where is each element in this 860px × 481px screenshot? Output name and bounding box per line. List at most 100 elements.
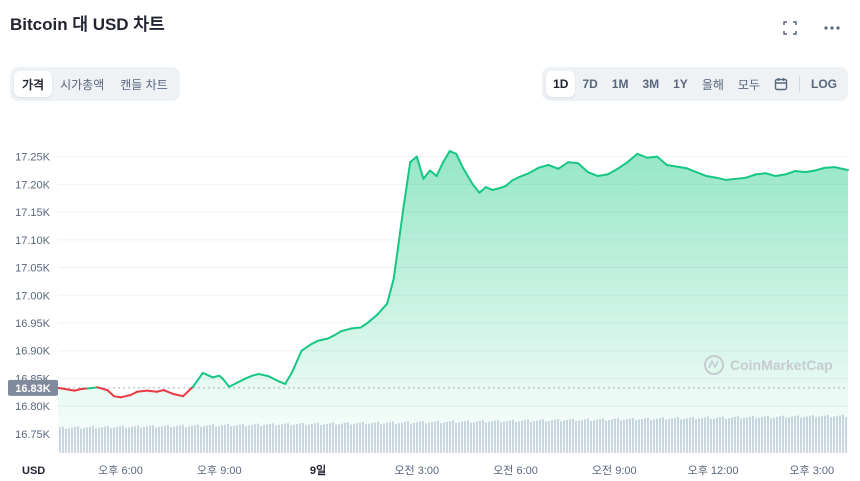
price-segment: [106, 389, 115, 398]
price-segment: [616, 161, 629, 170]
price-segment: [804, 169, 817, 174]
price-segment: [527, 166, 540, 175]
chart-type-tabs: 가격 시가총액 캔들 차트: [10, 67, 180, 101]
price-segment: [221, 377, 231, 388]
range-3m[interactable]: 3M: [642, 77, 660, 91]
price-segment: [814, 166, 826, 172]
price-segment: [478, 186, 487, 194]
x-tick-label: 오전 9:00: [592, 464, 637, 477]
price-segment: [491, 187, 501, 191]
y-tick-label: 17.25K: [15, 152, 51, 164]
price-segment: [284, 371, 293, 385]
price-segment: [66, 388, 76, 392]
price-segment: [794, 170, 807, 174]
y-tick-label: 16.90K: [15, 346, 51, 358]
tab-market-cap[interactable]: 시가총액: [60, 77, 105, 92]
coinmarketcap-logo-icon: [704, 355, 724, 375]
price-segment: [112, 395, 122, 399]
range-all[interactable]: 모두: [737, 77, 760, 92]
price-segment: [656, 155, 668, 166]
calendar-icon[interactable]: [767, 71, 795, 97]
price-tag: 16.83K: [8, 379, 58, 396]
price-segment: [547, 163, 560, 170]
range-7d[interactable]: 7D: [582, 77, 598, 91]
price-segment: [326, 334, 336, 340]
y-tick-label: 17.10K: [15, 235, 51, 247]
price-segment: [511, 176, 520, 182]
price-segment: [386, 277, 395, 305]
price-segment: [484, 186, 494, 191]
y-tick-label: 16.95K: [15, 318, 51, 330]
price-segment: [843, 168, 849, 171]
price-segment: [461, 166, 474, 186]
price-segment: [715, 176, 728, 181]
price-segment: [366, 313, 379, 324]
price-segment: [359, 322, 369, 329]
price-segment: [442, 150, 451, 164]
range-1y[interactable]: 1Y: [673, 77, 688, 91]
price-segment: [596, 173, 609, 178]
price-segment: [537, 163, 550, 169]
price-segment: [73, 387, 83, 392]
price-segment: [211, 374, 221, 379]
price-segment: [586, 171, 599, 178]
price-segment: [471, 183, 481, 194]
price-segment: [685, 167, 698, 174]
page-title: Bitcoin 대 USD 차트: [10, 15, 165, 34]
y-tick-label: 16.80K: [15, 401, 51, 413]
price-segment: [735, 176, 747, 180]
price-segment: [557, 161, 570, 170]
price-segment: [435, 161, 445, 178]
price-segment: [784, 170, 797, 176]
x-tick-label: 오후 6:00: [98, 464, 143, 477]
x-axis: USD 오후 6:00 오후 9:00 9일 오전 3:00 오전 6:00 오전 9:00…: [22, 463, 834, 477]
price-segment: [267, 375, 280, 383]
price-area: [58, 151, 848, 445]
price-segment: [606, 167, 619, 176]
price-segment: [636, 152, 649, 159]
price-segment: [392, 205, 405, 280]
log-toggle[interactable]: LOG: [811, 77, 837, 91]
price-segment: [448, 150, 458, 155]
price-segment: [136, 389, 148, 393]
tab-candle-chart[interactable]: 캔들 차트: [120, 77, 168, 92]
price-segment: [774, 173, 787, 178]
price-line: [57, 150, 849, 399]
price-segment: [172, 392, 185, 398]
top-icons: [780, 18, 842, 38]
more-icon[interactable]: [822, 18, 842, 38]
watermark-text: CoinMarketCap: [730, 357, 833, 373]
price-segment: [567, 161, 580, 165]
x-tick-label: 오전 3:00: [394, 464, 439, 477]
price-segment: [402, 161, 412, 208]
price-segment: [665, 163, 678, 168]
price-segment: [162, 389, 175, 395]
price-segment: [409, 155, 418, 164]
range-1m[interactable]: 1M: [611, 77, 629, 91]
price-segment: [376, 302, 389, 316]
price-segment: [251, 373, 260, 377]
y-tick-label: 17.20K: [15, 179, 51, 191]
x-tick-label: 오후 12:00: [688, 464, 739, 477]
price-segment: [244, 374, 254, 380]
price-segment: [626, 152, 639, 164]
range-1d[interactable]: 1D: [546, 71, 576, 97]
price-segment: [695, 171, 708, 178]
price-segment: [333, 330, 343, 337]
range-ytd[interactable]: 올해: [701, 77, 724, 92]
price-tag-label: 16.83K: [15, 383, 51, 395]
x-tick-label: 오전 6:00: [493, 464, 538, 477]
tab-price[interactable]: 가격: [14, 71, 53, 97]
price-segment: [310, 339, 320, 346]
price-segment: [455, 152, 464, 169]
price-tag-bg: [8, 379, 58, 396]
fullscreen-icon[interactable]: [780, 18, 800, 38]
price-segment: [145, 389, 158, 393]
price-segment: [57, 386, 69, 391]
price-area-fill: [58, 151, 848, 445]
price-segment: [290, 349, 303, 374]
price-segment: [86, 386, 99, 390]
price-segment: [349, 326, 362, 330]
price-segment: [277, 380, 287, 385]
price-segment: [257, 373, 270, 378]
